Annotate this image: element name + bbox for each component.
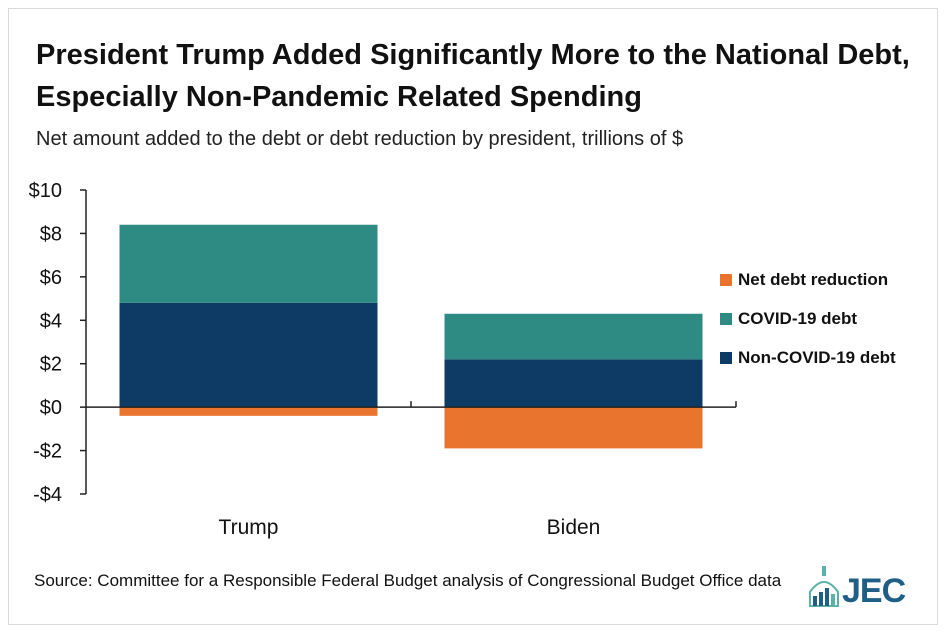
bar-net-debt-reduction-biden (444, 407, 703, 449)
logo-text: JEC (842, 572, 906, 610)
legend-label: Non-COVID-19 debt (738, 348, 896, 367)
bar-net-debt-reduction-trump (119, 407, 378, 416)
source-note: Source: Committee for a Responsible Fede… (34, 571, 782, 590)
x-category-label: Biden (547, 516, 601, 539)
y-tick-label: $4 (40, 310, 62, 332)
legend-swatch (720, 352, 732, 364)
chart-subtitle: Net amount added to the debt or debt red… (36, 128, 684, 150)
legend-swatch (720, 313, 732, 325)
y-tick-label: $6 (40, 267, 62, 289)
y-tick-label: $2 (40, 354, 62, 376)
y-tick-label: $8 (40, 223, 62, 245)
capitol-dome-icon (809, 566, 839, 607)
y-tick-label: -$2 (33, 441, 62, 463)
y-tick-label: $0 (40, 397, 62, 419)
chart-frame (8, 8, 938, 625)
legend-swatch (720, 274, 732, 286)
x-category-label: Trump (219, 516, 279, 539)
y-tick-label: $10 (29, 180, 62, 202)
bar-non-covid-19-debt-biden (444, 359, 703, 408)
stacked-bar-chart: $10 $8 $6 $4 $2 $0 -$2 -$4 Trump Biden Net debt re… (29, 180, 896, 539)
legend-label: Net debt reduction (738, 270, 888, 289)
bar-covid-19-debt-trump (119, 224, 378, 303)
y-tick-label: -$4 (33, 484, 62, 506)
legend-label: COVID-19 debt (738, 309, 857, 328)
chart-title: President Trump Added Significantly More… (36, 39, 910, 113)
bar-covid-19-debt-biden (444, 313, 703, 360)
jec-logo: JEC (804, 558, 924, 614)
bar-non-covid-19-debt-trump (119, 302, 378, 408)
